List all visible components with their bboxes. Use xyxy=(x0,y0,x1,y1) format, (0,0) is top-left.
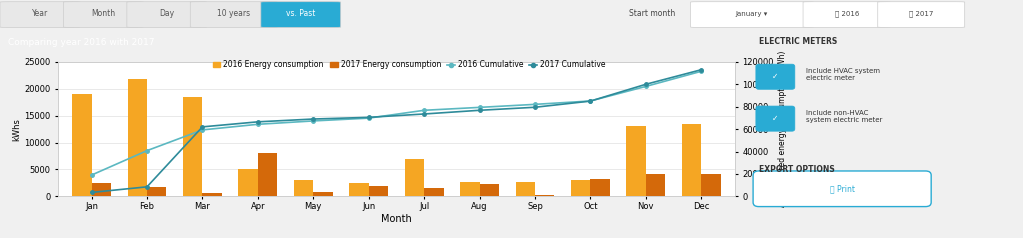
Bar xyxy=(294,180,313,196)
Bar xyxy=(203,193,222,196)
Bar xyxy=(425,188,444,196)
FancyBboxPatch shape xyxy=(803,2,890,27)
Text: EXPORT OPTIONS: EXPORT OPTIONS xyxy=(759,165,835,174)
Bar xyxy=(313,192,332,196)
Bar xyxy=(646,174,665,196)
Bar xyxy=(368,186,388,196)
FancyBboxPatch shape xyxy=(756,64,795,89)
Bar xyxy=(258,153,277,196)
Bar xyxy=(516,182,535,196)
Bar xyxy=(571,180,590,196)
Text: Month: Month xyxy=(91,9,116,18)
Bar xyxy=(535,195,554,196)
FancyBboxPatch shape xyxy=(63,2,143,27)
FancyBboxPatch shape xyxy=(691,2,813,27)
Text: ✓: ✓ xyxy=(772,114,779,123)
Bar xyxy=(701,174,720,196)
Text: Day: Day xyxy=(160,9,174,18)
Text: Include non-HVAC
system electric meter: Include non-HVAC system electric meter xyxy=(806,110,882,123)
Text: 🖨 Print: 🖨 Print xyxy=(830,184,854,193)
Text: Start month: Start month xyxy=(629,9,675,18)
Text: ✓: ✓ xyxy=(772,72,779,81)
FancyBboxPatch shape xyxy=(878,2,965,27)
Bar xyxy=(128,79,147,196)
Text: 📅 2016: 📅 2016 xyxy=(835,10,859,17)
X-axis label: Month: Month xyxy=(381,214,412,224)
Legend: 2016 Energy consumption, 2017 Energy consumption, 2016 Cumulative, 2017 Cumulati: 2016 Energy consumption, 2017 Energy con… xyxy=(210,57,609,73)
Text: 10 years: 10 years xyxy=(217,9,251,18)
FancyBboxPatch shape xyxy=(756,106,795,131)
Bar xyxy=(238,169,258,196)
Bar xyxy=(682,124,701,196)
FancyBboxPatch shape xyxy=(753,171,931,207)
Text: vs. Past: vs. Past xyxy=(286,9,315,18)
Text: Include HVAC system
electric meter: Include HVAC system electric meter xyxy=(806,68,880,81)
Bar xyxy=(92,183,110,196)
FancyBboxPatch shape xyxy=(190,2,277,27)
Bar xyxy=(405,159,425,196)
FancyBboxPatch shape xyxy=(127,2,207,27)
Y-axis label: kWhs: kWhs xyxy=(12,118,21,141)
Bar xyxy=(183,97,203,196)
Text: January ▾: January ▾ xyxy=(736,11,768,17)
FancyBboxPatch shape xyxy=(0,2,80,27)
Bar xyxy=(460,182,480,196)
Text: ELECTRIC METERS: ELECTRIC METERS xyxy=(759,37,837,46)
FancyBboxPatch shape xyxy=(261,2,341,27)
Bar xyxy=(73,94,92,196)
Bar xyxy=(349,183,368,196)
Text: Year: Year xyxy=(32,9,48,18)
Bar xyxy=(480,184,499,196)
Y-axis label: Accumulated energy consumption (kWh): Accumulated energy consumption (kWh) xyxy=(777,51,787,207)
Bar xyxy=(590,179,610,196)
Bar xyxy=(147,187,167,196)
Text: 📅 2017: 📅 2017 xyxy=(908,10,933,17)
Text: Comparing year 2016 with 2017: Comparing year 2016 with 2017 xyxy=(7,38,154,47)
Bar xyxy=(626,126,646,196)
